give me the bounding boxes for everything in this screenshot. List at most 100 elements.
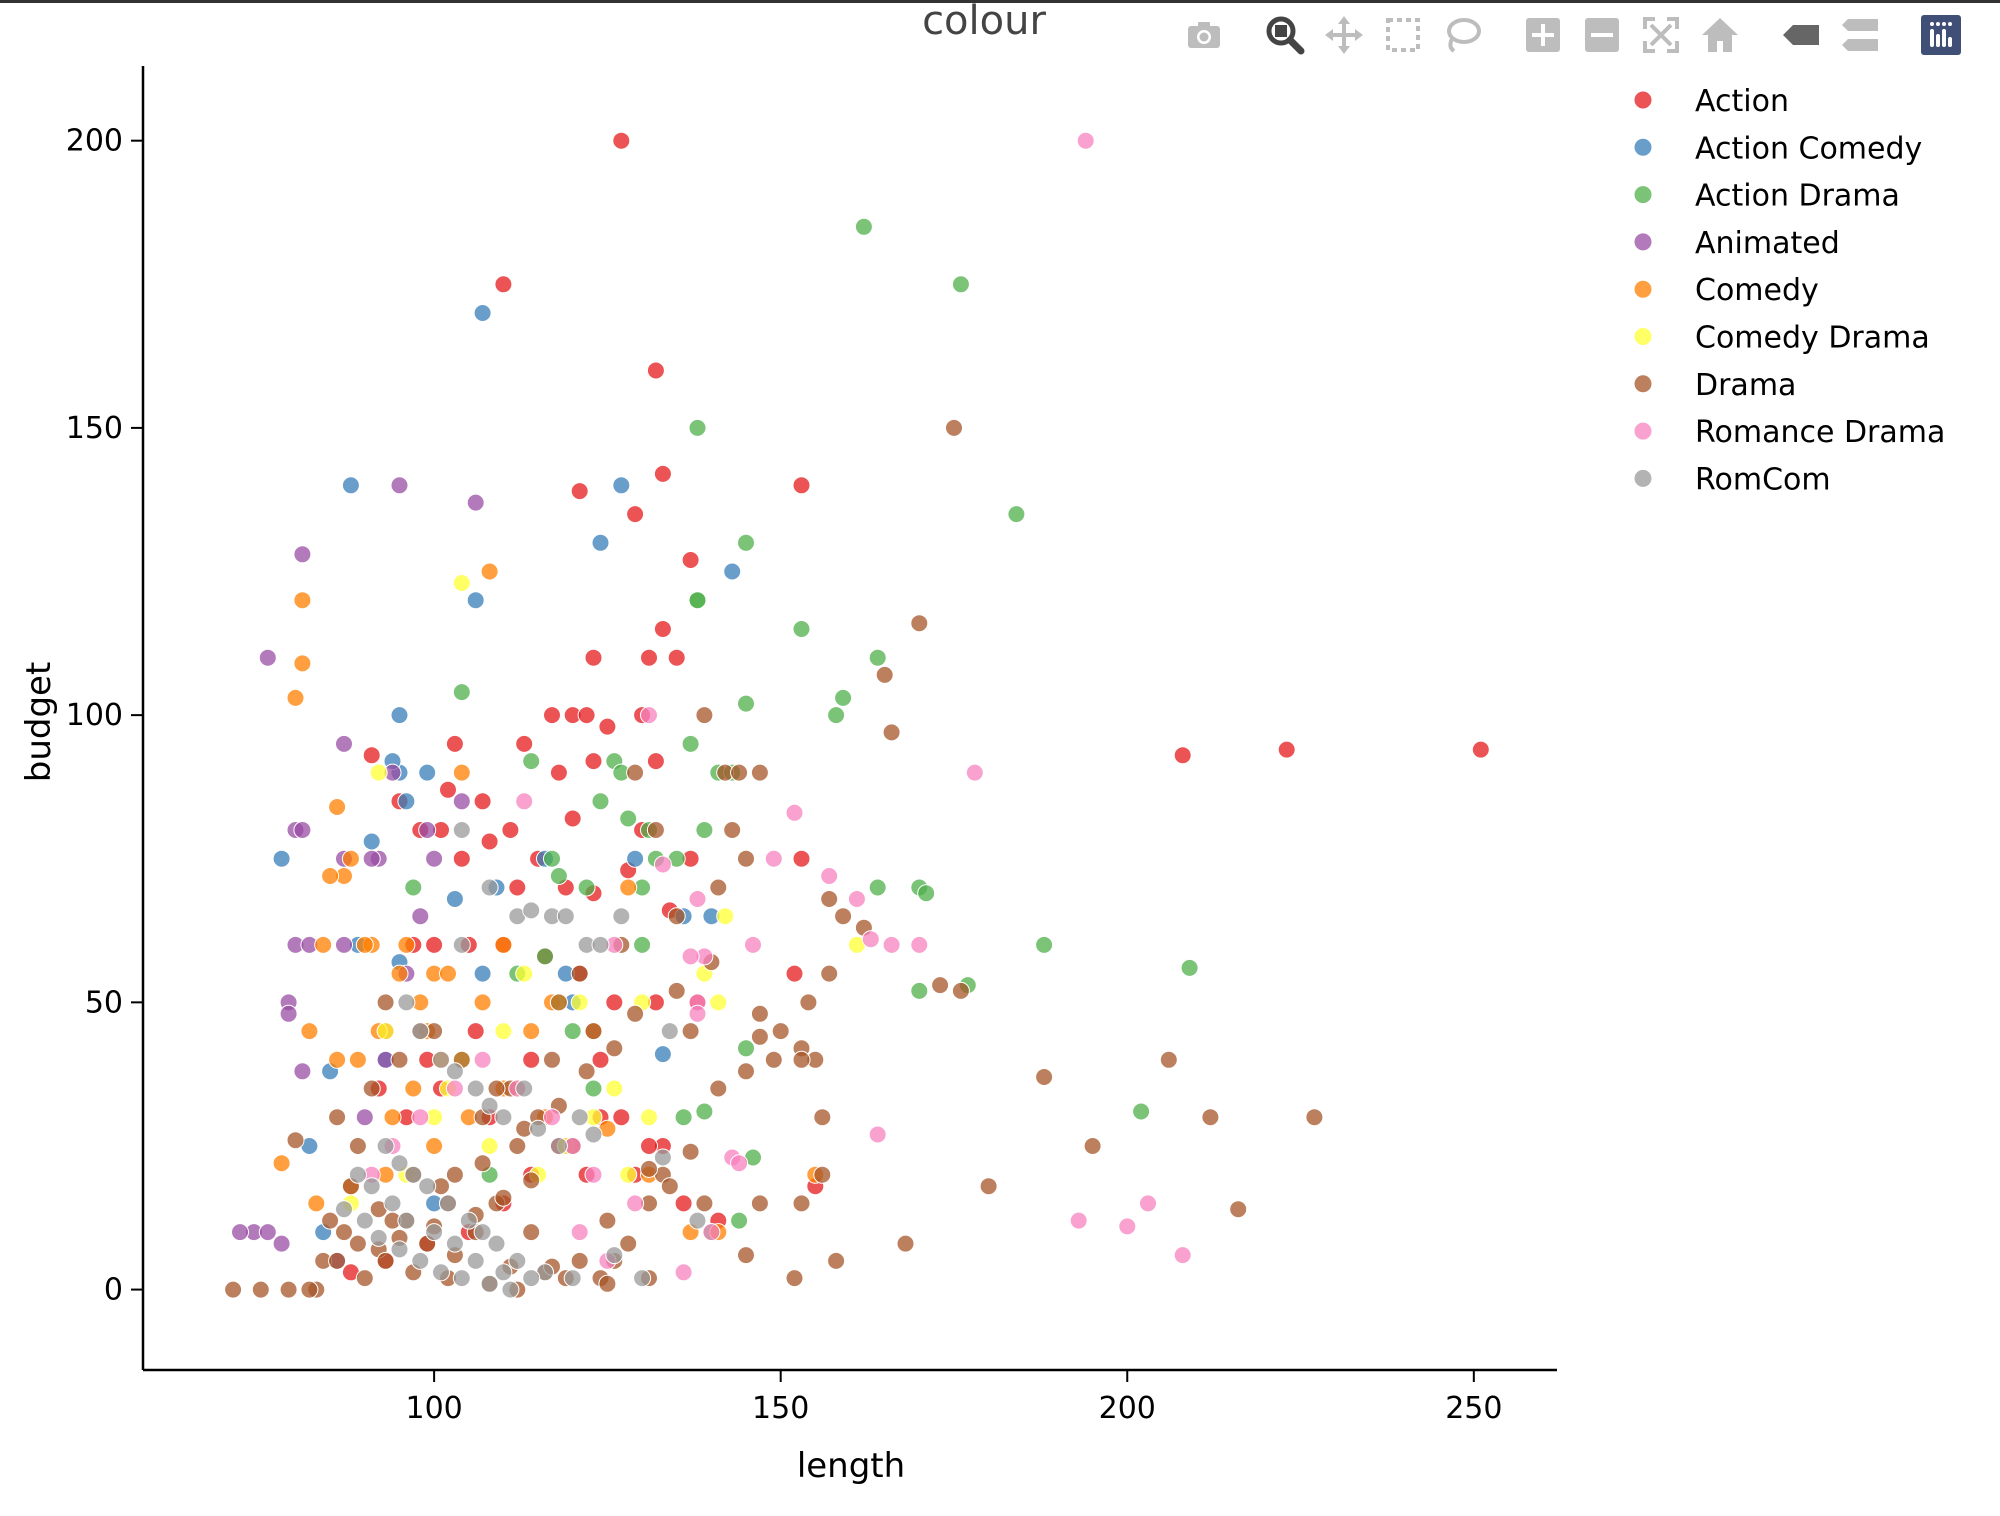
data-point[interactable] bbox=[813, 1165, 832, 1184]
data-point[interactable] bbox=[321, 867, 340, 885]
data-point[interactable] bbox=[452, 574, 471, 592]
data-point[interactable] bbox=[473, 1154, 492, 1173]
data-point[interactable] bbox=[591, 935, 610, 954]
data-point[interactable] bbox=[688, 1004, 707, 1023]
data-point[interactable] bbox=[640, 648, 658, 667]
data-point[interactable] bbox=[619, 1165, 638, 1184]
data-point[interactable] bbox=[861, 930, 880, 949]
data-point[interactable] bbox=[543, 706, 561, 725]
data-point[interactable] bbox=[445, 1079, 464, 1098]
data-point[interactable] bbox=[549, 993, 568, 1012]
data-point[interactable] bbox=[771, 1022, 790, 1041]
zoom-out-icon[interactable] bbox=[1578, 11, 1626, 59]
data-point[interactable] bbox=[466, 1079, 485, 1098]
data-point[interactable] bbox=[473, 1050, 492, 1069]
data-point[interactable] bbox=[570, 1108, 589, 1127]
data-point[interactable] bbox=[549, 1137, 568, 1155]
data-point[interactable] bbox=[348, 1234, 367, 1253]
data-point[interactable] bbox=[640, 1137, 658, 1155]
data-point[interactable] bbox=[674, 1194, 693, 1213]
data-point[interactable] bbox=[480, 1274, 499, 1293]
data-point[interactable] bbox=[584, 1079, 603, 1098]
data-point[interactable] bbox=[737, 849, 755, 868]
data-point[interactable] bbox=[931, 976, 950, 995]
hover-compare-icon[interactable] bbox=[1836, 11, 1884, 59]
data-point[interactable] bbox=[716, 907, 735, 926]
data-point[interactable] bbox=[785, 1269, 804, 1288]
data-point[interactable] bbox=[1139, 1194, 1157, 1213]
data-point[interactable] bbox=[750, 1027, 769, 1046]
data-point[interactable] bbox=[404, 1079, 423, 1098]
data-point[interactable] bbox=[466, 591, 485, 610]
data-point[interactable] bbox=[584, 1022, 603, 1041]
data-point[interactable] bbox=[640, 706, 658, 725]
data-point[interactable] bbox=[847, 890, 866, 908]
data-point[interactable] bbox=[258, 648, 277, 667]
data-point[interactable] bbox=[965, 763, 984, 782]
data-point[interactable] bbox=[445, 734, 464, 753]
data-point[interactable] bbox=[827, 706, 846, 725]
data-point[interactable] bbox=[543, 1108, 561, 1127]
data-point[interactable] bbox=[300, 1280, 319, 1299]
data-point[interactable] bbox=[834, 907, 853, 926]
data-point[interactable] bbox=[827, 1251, 846, 1270]
legend-item[interactable]: Romance Drama bbox=[1633, 415, 1945, 450]
data-point[interactable] bbox=[792, 476, 811, 495]
data-point[interactable] bbox=[543, 849, 561, 868]
data-point[interactable] bbox=[286, 1131, 305, 1150]
data-point[interactable] bbox=[882, 723, 901, 742]
data-point[interactable] bbox=[376, 993, 395, 1012]
data-point[interactable] bbox=[1132, 1102, 1151, 1121]
data-point[interactable] bbox=[1201, 1108, 1220, 1127]
data-point[interactable] bbox=[619, 878, 638, 897]
data-point[interactable] bbox=[688, 418, 707, 437]
data-point[interactable] bbox=[792, 1050, 811, 1069]
data-point[interactable] bbox=[813, 1108, 832, 1127]
data-point[interactable] bbox=[452, 935, 471, 954]
data-point[interactable] bbox=[362, 1079, 381, 1098]
data-point[interactable] bbox=[1277, 740, 1296, 759]
data-point[interactable] bbox=[390, 964, 409, 983]
box-select-icon[interactable] bbox=[1379, 11, 1427, 59]
data-point[interactable] bbox=[979, 1177, 998, 1196]
data-point[interactable] bbox=[619, 1234, 638, 1253]
data-point[interactable] bbox=[328, 1050, 347, 1069]
data-point[interactable] bbox=[445, 1062, 464, 1081]
data-point[interactable] bbox=[251, 1280, 270, 1299]
data-point[interactable] bbox=[473, 1223, 492, 1242]
data-point[interactable] bbox=[439, 1194, 457, 1213]
data-point[interactable] bbox=[543, 1050, 561, 1069]
data-point[interactable] bbox=[397, 1211, 416, 1230]
data-point[interactable] bbox=[411, 907, 430, 926]
data-point[interactable] bbox=[681, 947, 700, 966]
data-point[interactable] bbox=[425, 1223, 444, 1242]
data-point[interactable] bbox=[376, 1022, 395, 1041]
data-point[interactable] bbox=[910, 981, 929, 1000]
data-point[interactable] bbox=[854, 217, 873, 236]
data-point[interactable] bbox=[737, 1062, 755, 1081]
data-point[interactable] bbox=[868, 1125, 887, 1144]
data-point[interactable] bbox=[917, 884, 936, 903]
data-point[interactable] bbox=[584, 752, 603, 771]
data-point[interactable] bbox=[563, 1269, 582, 1288]
data-point[interactable] bbox=[536, 947, 554, 966]
data-point[interactable] bbox=[529, 1119, 548, 1138]
data-point[interactable] bbox=[348, 1165, 367, 1184]
data-point[interactable] bbox=[695, 706, 714, 725]
data-point[interactable] bbox=[1159, 1050, 1178, 1069]
data-point[interactable] bbox=[473, 792, 492, 811]
data-point[interactable] bbox=[820, 964, 839, 983]
data-point[interactable] bbox=[910, 614, 929, 633]
data-point[interactable] bbox=[626, 1004, 645, 1023]
data-point[interactable] bbox=[834, 688, 853, 707]
data-point[interactable] bbox=[785, 964, 804, 983]
data-point[interactable] bbox=[681, 734, 700, 753]
data-point[interactable] bbox=[570, 1251, 589, 1270]
data-point[interactable] bbox=[522, 752, 541, 771]
legend-item[interactable]: Drama bbox=[1633, 368, 1796, 403]
data-point[interactable] bbox=[390, 476, 409, 495]
data-point[interactable] bbox=[882, 935, 901, 954]
data-point[interactable] bbox=[730, 763, 749, 782]
data-point[interactable] bbox=[1069, 1211, 1088, 1230]
data-point[interactable] bbox=[820, 890, 839, 908]
